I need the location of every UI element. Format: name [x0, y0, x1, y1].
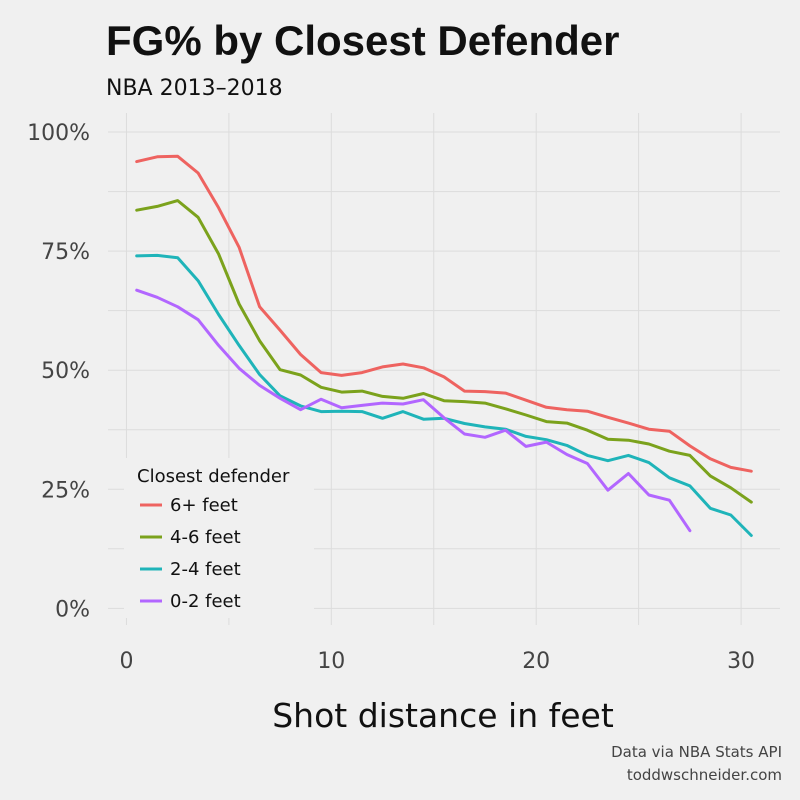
series-line-0-2-feet	[135, 288, 692, 533]
chart-subtitle: NBA 2013–2018	[106, 76, 283, 101]
x-tick-label: 30	[727, 649, 755, 674]
caption-source: Data via NBA Stats API	[611, 743, 782, 761]
legend-label: 6+ feet	[170, 495, 238, 516]
x-tick-label: 20	[522, 649, 550, 674]
y-tick-label: 75%	[41, 240, 90, 265]
y-tick-label: 0%	[55, 597, 90, 622]
y-tick-label: 100%	[27, 121, 90, 146]
chart-title: FG% by Closest Defender	[106, 17, 619, 64]
legend-label: 4-6 feet	[170, 527, 241, 548]
axis-ticks: 0 10 20 30 0% 25% 50% 75% 100%	[27, 121, 755, 674]
legend: Closest defender 6+ feet 4-6 feet 2-4 feet…	[124, 458, 314, 618]
legend-label: 0-2 feet	[170, 591, 241, 612]
series-line-4-6-feet	[135, 199, 753, 504]
y-tick-label: 50%	[41, 359, 90, 384]
legend-title: Closest defender	[137, 466, 290, 487]
caption-site: toddwschneider.com	[627, 766, 782, 784]
x-axis-label: Shot distance in feet	[272, 696, 614, 735]
x-tick-label: 0	[119, 649, 133, 674]
legend-label: 2-4 feet	[170, 559, 241, 580]
series-line-6-feet	[135, 154, 753, 473]
y-tick-label: 25%	[41, 478, 90, 503]
grid	[108, 113, 780, 625]
series-lines	[135, 154, 753, 537]
x-tick-label: 10	[317, 649, 345, 674]
